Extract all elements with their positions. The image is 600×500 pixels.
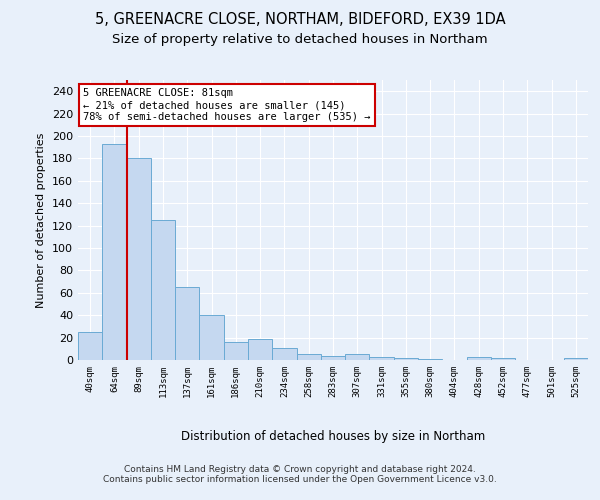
Bar	[248, 338, 272, 360]
Text: 5 GREENACRE CLOSE: 81sqm
← 21% of detached houses are smaller (145)
78% of semi-: 5 GREENACRE CLOSE: 81sqm ← 21% of detach…	[83, 88, 371, 122]
Text: 5, GREENACRE CLOSE, NORTHAM, BIDEFORD, EX39 1DA: 5, GREENACRE CLOSE, NORTHAM, BIDEFORD, E…	[95, 12, 505, 28]
Bar	[272, 348, 296, 360]
Bar	[224, 342, 248, 360]
Bar	[467, 356, 491, 360]
Bar	[127, 158, 151, 360]
Bar	[370, 356, 394, 360]
Y-axis label: Number of detached properties: Number of detached properties	[37, 132, 46, 308]
Bar	[394, 358, 418, 360]
Bar	[345, 354, 370, 360]
Bar	[491, 358, 515, 360]
Bar	[418, 359, 442, 360]
Bar	[321, 356, 345, 360]
Bar	[151, 220, 175, 360]
Text: Distribution of detached houses by size in Northam: Distribution of detached houses by size …	[181, 430, 485, 443]
Bar	[564, 358, 588, 360]
Bar	[199, 315, 224, 360]
Text: Contains HM Land Registry data © Crown copyright and database right 2024.
Contai: Contains HM Land Registry data © Crown c…	[103, 465, 497, 484]
Bar	[102, 144, 127, 360]
Text: Size of property relative to detached houses in Northam: Size of property relative to detached ho…	[112, 32, 488, 46]
Bar	[175, 287, 199, 360]
Bar	[78, 332, 102, 360]
Bar	[296, 354, 321, 360]
